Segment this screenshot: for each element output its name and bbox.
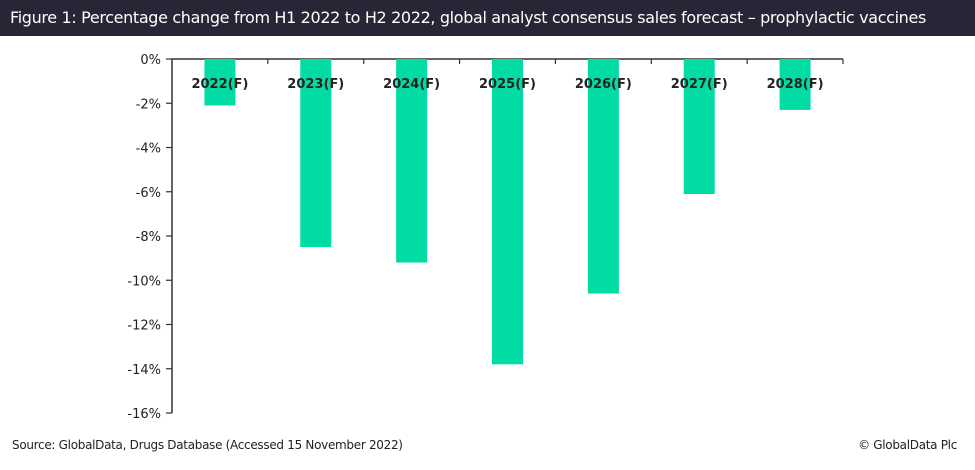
category-label: 2025(F) [479, 77, 536, 92]
bar-2028(F) [779, 59, 811, 110]
y-tick-label: -16% [127, 407, 161, 422]
y-tick-label: -12% [127, 319, 161, 334]
y-axis: 0% -2% -4% -6% -8% -10% -12% -14% -16% [127, 53, 173, 422]
source-note: Source: GlobalData, Drugs Database (Acce… [12, 438, 403, 452]
category-label: 2026(F) [575, 77, 632, 92]
bar-2025(F) [492, 59, 523, 365]
y-tick-label: -14% [127, 363, 161, 378]
copyright-note: © GlobalData Plc [858, 438, 957, 452]
y-tick-label: -2% [136, 97, 161, 112]
y-tick-label: -6% [136, 186, 161, 201]
bar-2027(F) [683, 59, 715, 194]
category-label: 2028(F) [767, 77, 824, 92]
bars [204, 59, 811, 365]
category-label: 2022(F) [191, 77, 248, 92]
bar-2022(F) [204, 59, 236, 106]
bar-2023(F) [300, 59, 332, 248]
category-label: 2023(F) [287, 77, 344, 92]
y-tick-label: -8% [136, 230, 161, 245]
category-label: 2027(F) [671, 77, 728, 92]
bar-2024(F) [396, 59, 428, 263]
y-tick-label: -10% [127, 274, 161, 289]
bar-2026(F) [587, 59, 619, 294]
y-tick-label: 0% [140, 53, 161, 68]
category-labels: 2022(F) 2023(F) 2024(F) 2025(F) 2026(F) 2027(… [191, 77, 823, 92]
category-label: 2024(F) [383, 77, 440, 92]
y-tick-label: -4% [136, 142, 161, 157]
figure-title: Figure 1: Percentage change from H1 2022… [0, 0, 975, 36]
bar-chart: 0%-2%-4%-6%-8%-10%-12%-14%-16% 2022(F) 20… [127, 53, 844, 422]
